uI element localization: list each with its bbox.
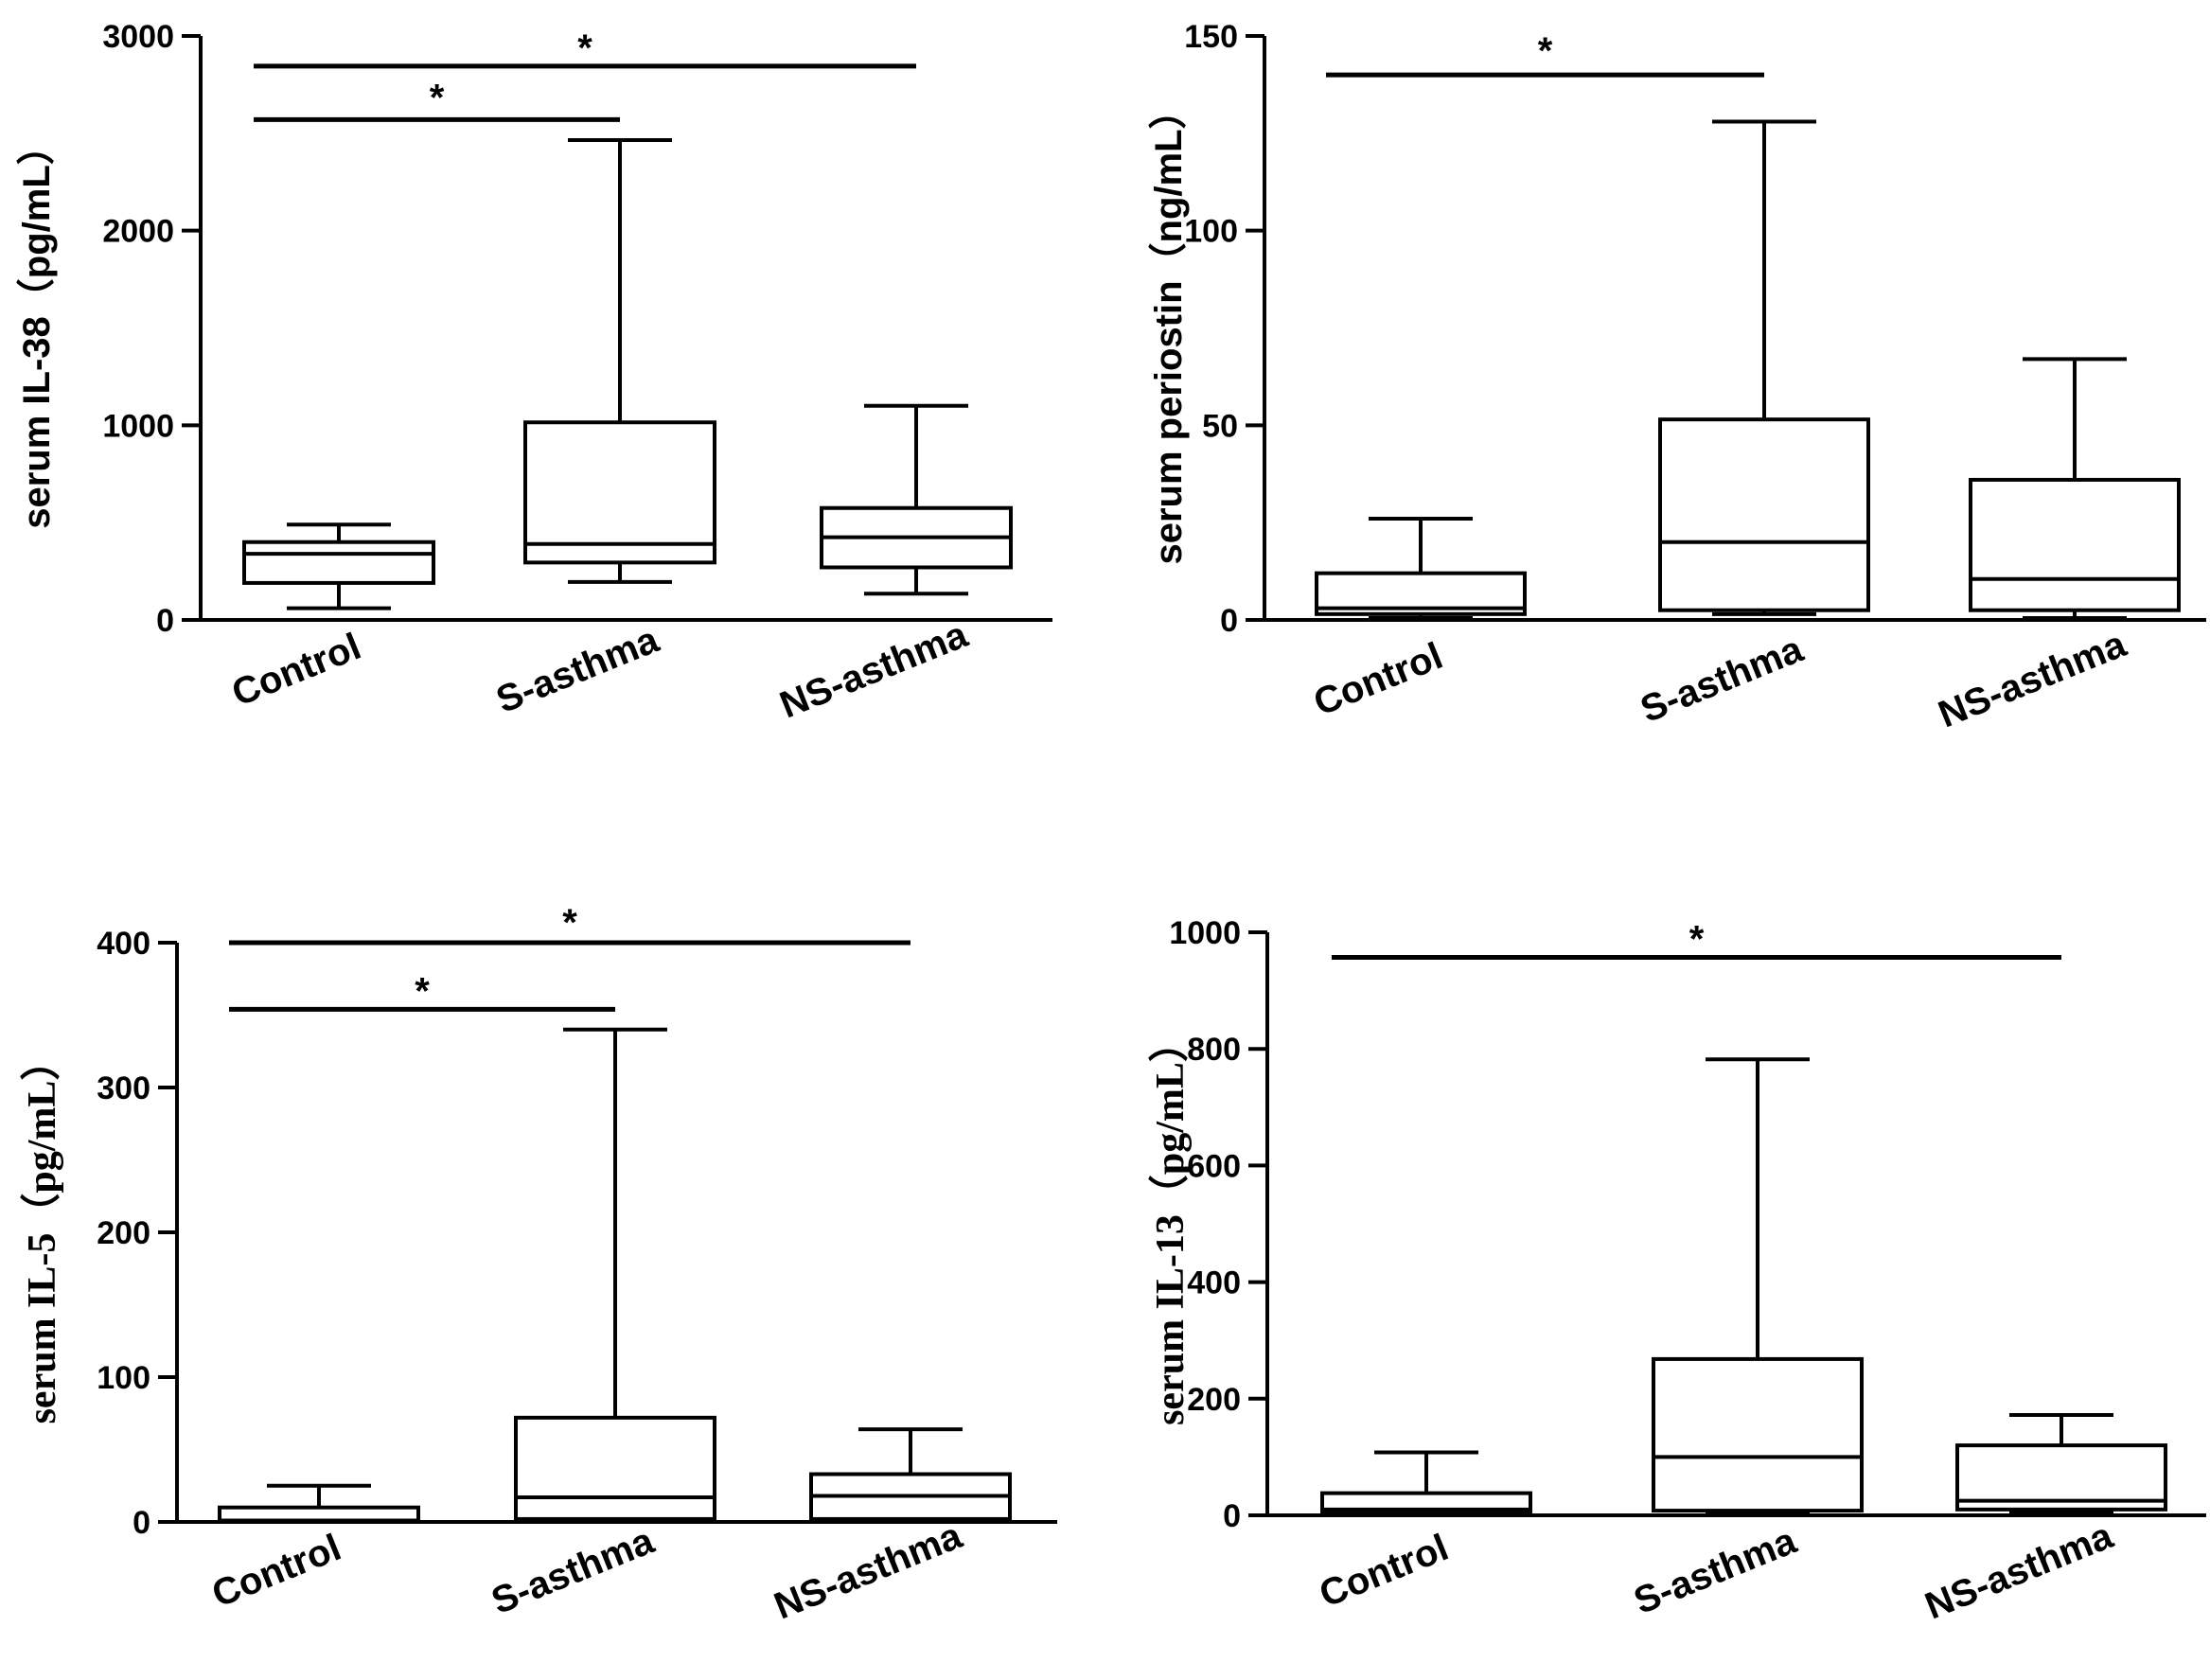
box-control [1315, 517, 1527, 620]
significance-star: * [1538, 30, 1553, 72]
y-axis-label: serum IL-13（pg/mL） [1148, 1022, 1193, 1425]
box-ns-asthma [809, 1427, 1012, 1524]
y-tick-label: 100 [1184, 214, 1238, 250]
box-control [242, 522, 435, 610]
x-category-label: NS-asthma [1919, 1514, 2119, 1627]
box-iqr [1652, 1356, 1864, 1513]
box-control [1320, 1450, 1532, 1516]
significance-star: * [430, 77, 445, 118]
y-tick-label: 200 [97, 1215, 150, 1251]
y-tick-label: 800 [1187, 1032, 1241, 1068]
x-category-label: NS-asthma [1933, 623, 2132, 735]
y-axis-label: serum periostin（ng/mL） [1148, 91, 1190, 564]
box-s-asthma [1658, 119, 1870, 616]
y-axis-label: serum IL-38（pg/mL） [16, 127, 58, 529]
y-tick-label: 600 [1187, 1148, 1241, 1184]
box-ns-asthma [1955, 1413, 2167, 1514]
x-category-label: S-asthma [1635, 628, 1809, 732]
y-tick-label: 100 [97, 1360, 150, 1396]
chart-panel-2: 0 50 100 150 serum periostin（ng/mL） Control S-… [1148, 19, 2206, 735]
box-s-asthma [523, 138, 716, 584]
y-tick-label: 400 [97, 926, 150, 962]
box-iqr [523, 420, 716, 565]
y-tick-label: 3000 [102, 19, 174, 55]
y-tick-label: 50 [1202, 408, 1238, 444]
box-iqr [242, 539, 435, 585]
box-iqr [1320, 1491, 1532, 1514]
box-s-asthma [1652, 1057, 1864, 1514]
x-category-label: S-asthma [490, 619, 664, 722]
box-iqr [1658, 417, 1870, 612]
box-iqr [1955, 1443, 2167, 1512]
y-tick-label: 1000 [1169, 915, 1241, 951]
y-tick-label: 2000 [102, 214, 174, 250]
chart-panel-4: 0 200 400 600 800 1000 serum IL-13（pg/mL） Contr… [1148, 915, 2206, 1627]
significance-star: * [577, 27, 592, 69]
y-tick-label: 400 [1187, 1265, 1241, 1301]
box-ns-asthma [820, 403, 1013, 596]
y-axis-label: serum IL-5（pg/mL） [20, 1041, 64, 1424]
x-category-label: NS-asthma [774, 613, 974, 726]
y-tick-label: 0 [1223, 1498, 1241, 1534]
box-control [218, 1483, 420, 1525]
box-iqr [1969, 477, 2181, 612]
significance-star: * [415, 970, 430, 1012]
box-iqr [514, 1415, 716, 1521]
box-ns-asthma [1969, 357, 2181, 620]
y-tick-label: 1000 [102, 408, 174, 444]
y-tick-label: 200 [1187, 1382, 1241, 1418]
chart-panel-3: 0 100 200 300 400 serum IL-5（pg/mL） Control S-a… [20, 902, 1057, 1627]
box-s-asthma [514, 1027, 716, 1524]
significance-star: * [1689, 918, 1705, 960]
chart-panel-1: 0 1000 2000 3000 serum IL-38（pg/mL） Control S-… [16, 19, 1052, 726]
y-tick-label: 300 [97, 1070, 150, 1106]
x-category-label: Control [1314, 1527, 1454, 1616]
y-tick-label: 0 [156, 603, 174, 639]
x-category-label: Control [206, 1527, 346, 1616]
x-category-label: Control [1308, 635, 1448, 724]
x-category-label: S-asthma [1628, 1520, 1802, 1623]
x-category-label: NS-asthma [769, 1514, 968, 1627]
y-tick-label: 0 [1220, 603, 1238, 639]
y-tick-label: 150 [1184, 19, 1238, 55]
significance-star: * [562, 902, 577, 944]
x-category-label: Control [226, 626, 366, 715]
x-category-label: S-asthma [486, 1520, 660, 1623]
y-tick-label: 0 [133, 1505, 150, 1541]
